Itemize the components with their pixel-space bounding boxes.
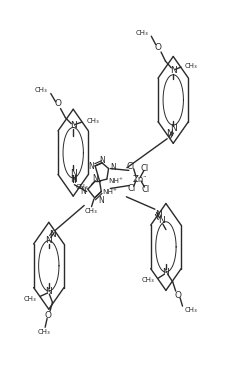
Text: O: O xyxy=(45,311,51,320)
Text: N: N xyxy=(99,156,105,165)
Text: Cl: Cl xyxy=(126,162,135,171)
Text: NH⁺: NH⁺ xyxy=(108,178,123,184)
Text: Cl: Cl xyxy=(127,184,135,193)
Text: CH₃: CH₃ xyxy=(76,184,88,190)
Text: O: O xyxy=(55,99,61,108)
Text: N: N xyxy=(45,287,52,296)
Text: N: N xyxy=(110,163,116,172)
Text: CH₃: CH₃ xyxy=(35,87,48,93)
Text: N: N xyxy=(170,66,177,75)
Text: CH₃: CH₃ xyxy=(87,118,99,124)
Text: N: N xyxy=(92,174,98,183)
Text: N: N xyxy=(163,268,169,277)
Text: N: N xyxy=(166,129,173,138)
Text: N: N xyxy=(155,210,162,219)
Text: N: N xyxy=(45,236,52,245)
Text: O: O xyxy=(175,291,182,300)
Text: NH⁺: NH⁺ xyxy=(102,189,117,195)
Text: Cl: Cl xyxy=(140,164,149,173)
Text: CH₃: CH₃ xyxy=(142,277,155,284)
Text: CH₃: CH₃ xyxy=(185,307,198,313)
Text: N: N xyxy=(158,216,164,225)
Text: CH₃: CH₃ xyxy=(38,329,50,335)
Text: CH₃: CH₃ xyxy=(136,30,148,36)
Text: N: N xyxy=(70,175,77,184)
Text: O: O xyxy=(155,43,162,52)
Text: N: N xyxy=(98,196,104,205)
Text: CH₃: CH₃ xyxy=(24,296,37,302)
Text: Cl: Cl xyxy=(141,185,149,194)
Text: N: N xyxy=(170,124,177,133)
Text: Zn: Zn xyxy=(132,175,143,184)
Text: ··: ·· xyxy=(142,174,147,180)
Text: CH₃: CH₃ xyxy=(84,208,97,214)
Text: N: N xyxy=(70,121,77,130)
Text: N: N xyxy=(70,169,77,178)
Text: N: N xyxy=(80,187,86,196)
Text: N: N xyxy=(49,230,56,239)
Text: N: N xyxy=(88,162,94,171)
Text: CH₃: CH₃ xyxy=(185,63,198,69)
